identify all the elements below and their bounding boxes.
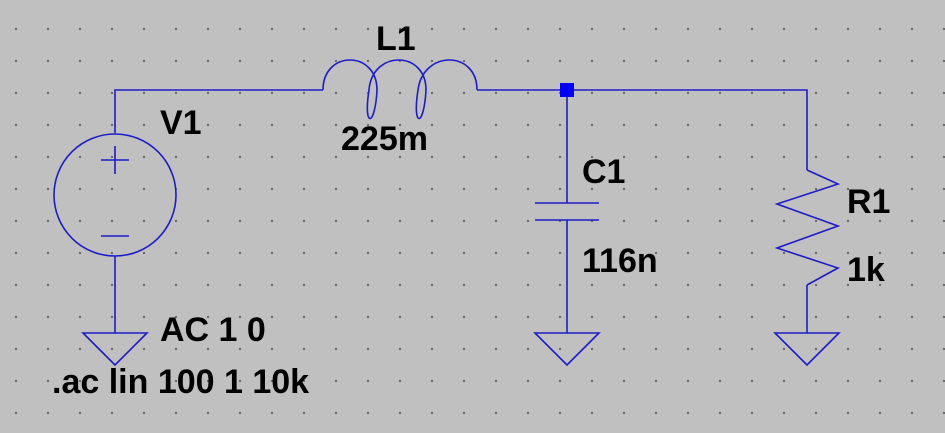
inductor-coil — [322, 59, 478, 120]
resistor-zigzag — [774, 169, 841, 286]
voltage-source-circle — [53, 133, 177, 257]
ground-icon — [773, 332, 841, 367]
wire-v1-to-l1 — [114, 89, 323, 133]
junction-dot — [560, 83, 574, 97]
ground-symbols — [81, 332, 841, 367]
ground-icon — [533, 332, 601, 367]
v1-name-label[interactable]: V1 — [160, 104, 202, 142]
wires — [114, 89, 808, 333]
wire-l1-to-r1 — [477, 89, 808, 170]
spice-directive[interactable]: .ac lin 100 1 10k — [52, 363, 309, 401]
inductor-l1[interactable] — [322, 59, 478, 120]
r1-value-label[interactable]: 1k — [847, 251, 885, 289]
c1-name-label[interactable]: C1 — [582, 153, 625, 191]
r1-name-label[interactable]: R1 — [847, 183, 890, 221]
ground-icon — [81, 332, 149, 367]
resistor-r1[interactable] — [774, 169, 841, 286]
c1-value-label[interactable]: 116n — [582, 242, 658, 280]
voltage-source-v1[interactable] — [53, 133, 177, 257]
l1-value-label[interactable]: 225m — [341, 120, 428, 158]
capacitor-c1[interactable] — [535, 202, 599, 221]
l1-name-label[interactable]: L1 — [376, 20, 416, 58]
v1-value-label[interactable]: AC 1 0 — [160, 311, 266, 349]
